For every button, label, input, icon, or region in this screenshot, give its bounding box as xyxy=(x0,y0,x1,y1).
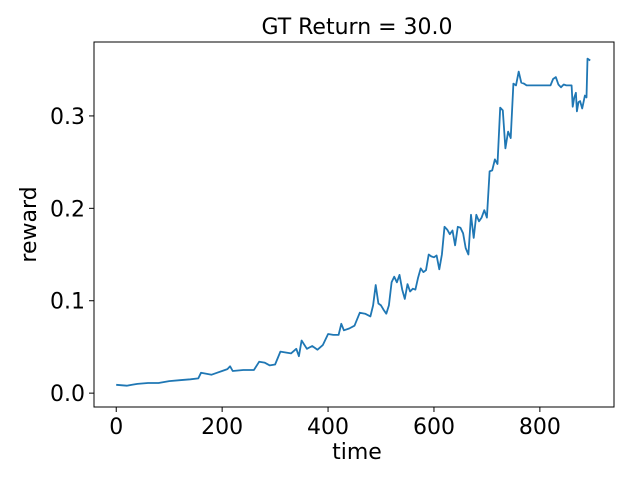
x-tick-label: 0 xyxy=(109,415,123,440)
x-tick-label: 800 xyxy=(519,415,561,440)
y-tick-label: 0.3 xyxy=(50,105,85,130)
plot-frame xyxy=(93,41,615,408)
y-tick-label: 0.0 xyxy=(50,382,85,407)
y-tick-label: 0.2 xyxy=(50,197,85,222)
x-tick-label: 400 xyxy=(307,415,349,440)
x-tick-label: 200 xyxy=(201,415,243,440)
axis-ticks: 0 200 400 600 800 0.0 0.1 0.2 0.3 xyxy=(50,105,561,440)
series-line-0 xyxy=(116,57,591,387)
y-tick-label: 0.1 xyxy=(50,290,85,315)
plot-area xyxy=(116,57,591,387)
chart-title: GT Return = 30.0 xyxy=(261,15,452,40)
x-tick-label: 600 xyxy=(413,415,455,440)
x-axis-label: time xyxy=(332,440,382,465)
y-axis-label: reward xyxy=(17,186,42,262)
